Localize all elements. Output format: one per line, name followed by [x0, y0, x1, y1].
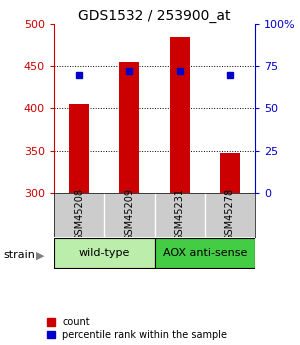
Bar	[220, 153, 240, 193]
Bar	[119, 62, 140, 193]
Text: GSM45231: GSM45231	[175, 188, 184, 241]
Bar	[169, 37, 190, 193]
Text: ▶: ▶	[36, 250, 44, 260]
Text: GSM45209: GSM45209	[124, 188, 134, 241]
Bar	[54, 238, 154, 268]
Text: GSM45208: GSM45208	[74, 188, 84, 241]
Legend: count, percentile rank within the sample: count, percentile rank within the sample	[47, 317, 227, 340]
Text: wild-type: wild-type	[79, 248, 130, 258]
Title: GDS1532 / 253900_at: GDS1532 / 253900_at	[78, 9, 231, 23]
Text: strain: strain	[3, 250, 35, 260]
Text: GSM45278: GSM45278	[225, 188, 235, 241]
Bar	[154, 238, 255, 268]
Bar	[69, 104, 89, 193]
Text: AOX anti-sense: AOX anti-sense	[163, 248, 247, 258]
